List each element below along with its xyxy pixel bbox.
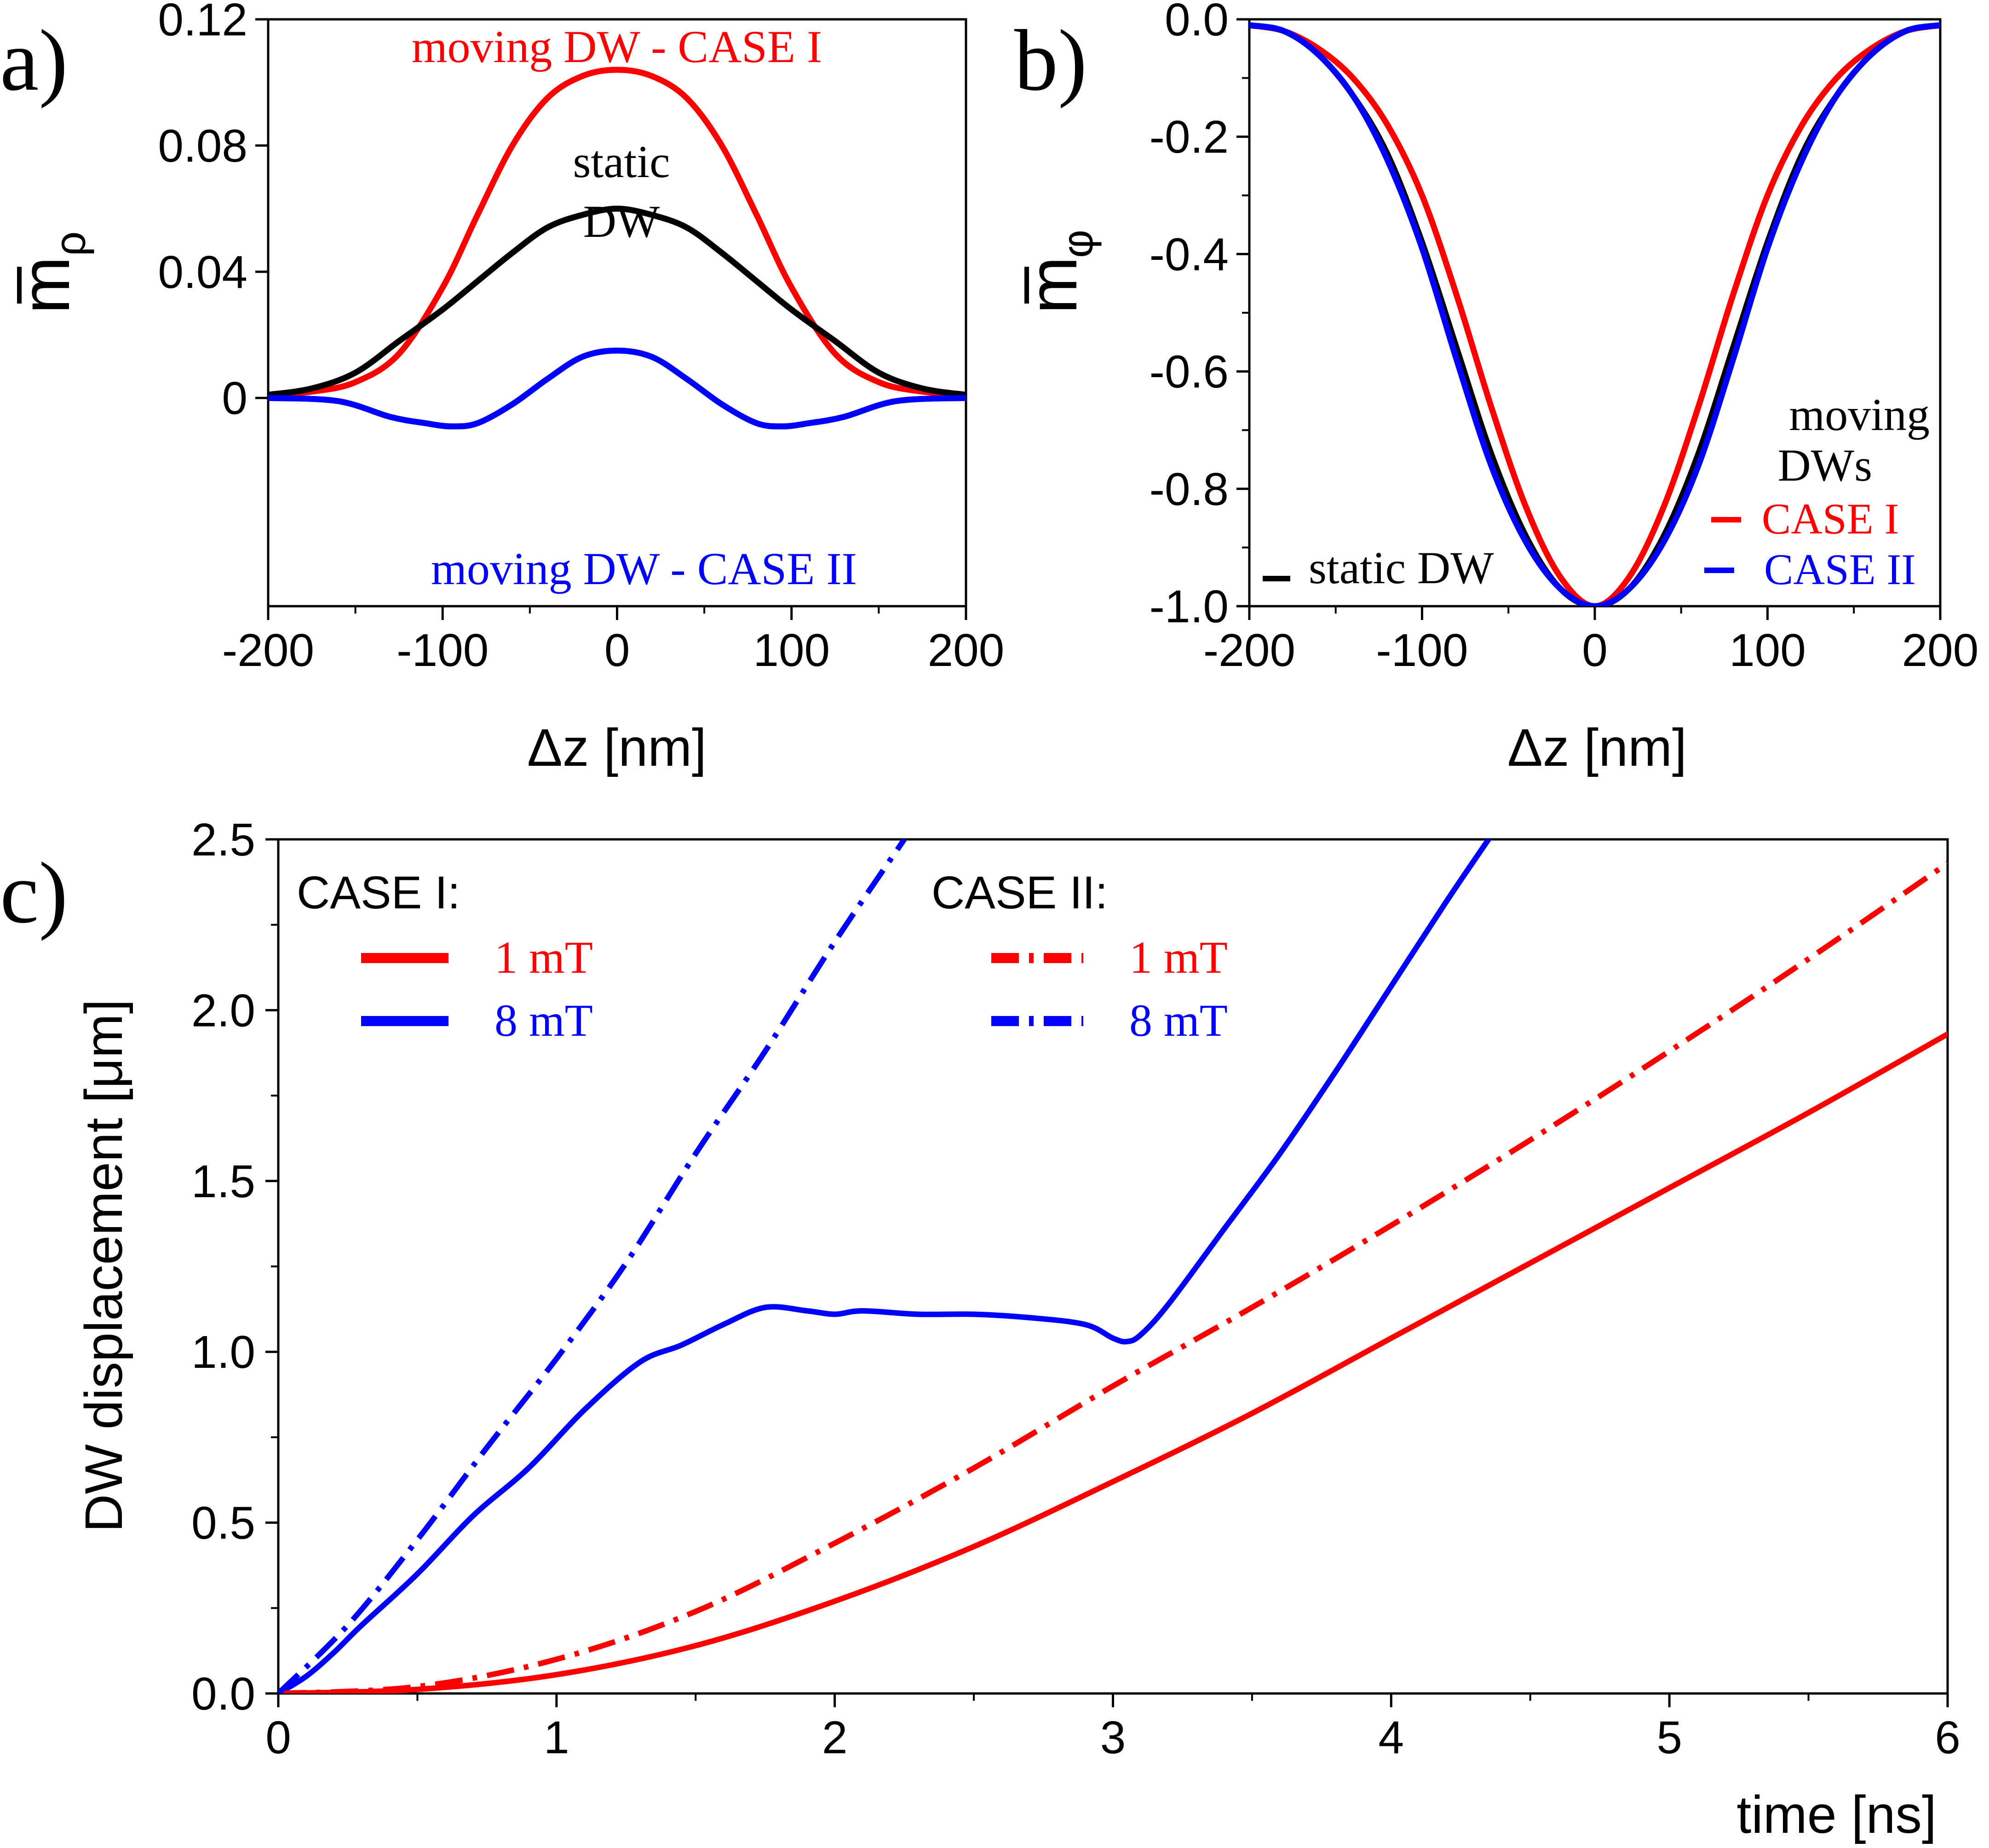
panel-c-xtick-label: 2 — [822, 1712, 848, 1763]
panel-a-annotation-static-2: DW — [583, 196, 660, 247]
panel-c-xlabel: time [ns] — [1736, 1785, 1937, 1844]
panel-c-xtick-label: 0 — [265, 1712, 291, 1763]
panel-c-xtick-label: 1 — [544, 1712, 569, 1763]
panel-b-legend-static: static DW — [1309, 542, 1494, 593]
panel-c-series-group — [278, 839, 1948, 1693]
panel-c-ytick-label: 1.0 — [191, 1326, 255, 1378]
panel-c-label: c) — [0, 845, 68, 941]
panel-a-series-moving-dw-case-ii — [268, 347, 966, 430]
panel-a-series-static-dw — [268, 206, 966, 398]
panel-c-xtick-label: 6 — [1935, 1712, 1960, 1763]
panel-a-xtick-label: 0 — [604, 625, 630, 676]
panel-c-ytick-label: 0.0 — [191, 1668, 255, 1720]
panel-b-ytick-label: -0.6 — [1150, 346, 1229, 398]
panel-a-xlabel: Δz [nm] — [527, 718, 707, 777]
panel-a-ylabel: mρ — [6, 231, 95, 314]
panel-a-series-group — [268, 67, 966, 430]
panel-b-xtick-label: 100 — [1729, 625, 1806, 676]
panel-c-series-case-i-1-mt — [278, 1031, 1948, 1693]
panel-c-ytick-label: 2.5 — [191, 814, 255, 866]
panel-b-xtick-label: 0 — [1582, 625, 1608, 676]
panel-b-legend-title-1: moving — [1789, 389, 1930, 440]
panel-c-ytick-label: 1.5 — [191, 1156, 255, 1207]
panel-a-xtick-label: 200 — [928, 625, 1005, 676]
panel-b-legend-title-2: DWs — [1777, 440, 1872, 491]
panel-a-ytick-label: 0 — [222, 373, 247, 424]
panel-b-ytick-label: -0.4 — [1150, 229, 1229, 280]
panel-b-series-case-ii — [1249, 22, 1940, 606]
panel-c-ylabel: DW displacement [μm] — [75, 999, 133, 1532]
panel-b-xtick-label: -100 — [1376, 625, 1468, 676]
panel-b-ytick-label: -0.2 — [1150, 111, 1229, 163]
panel-b-series-group — [1249, 22, 1940, 606]
panel-a-axes: -200 -100 0 100 200 0 0.04 0.08 0.12 — [158, 0, 1004, 676]
panel-a-xtick-label: -200 — [222, 625, 314, 676]
panel-a-ytick-label: 0.08 — [158, 120, 247, 172]
panel-a-annotation-case1: moving DW - CASE I — [412, 21, 822, 72]
panel-a-annotation-static-1: static — [573, 136, 670, 187]
panel-a-label: a) — [0, 12, 68, 109]
panel-b-ylabel-sub: φ — [1053, 230, 1102, 258]
panel-b-ytick-label: 0.0 — [1165, 0, 1229, 46]
panel-a-ytick-label: 0.12 — [158, 0, 247, 46]
panel-b-xtick-label: 200 — [1902, 625, 1979, 676]
panel-c-legend-case1-title: CASE I: — [297, 867, 460, 918]
panel-a-frame — [267, 18, 967, 608]
panel-c-ytick-label: 0.5 — [191, 1498, 255, 1549]
panel-b-legend-case1: CASE I — [1762, 494, 1899, 543]
panel-c-legend-case2-8mT: 8 mT — [1129, 995, 1228, 1046]
panel-c-legend-case2-title: CASE II: — [931, 867, 1108, 918]
panel-b-series-case-i — [1249, 22, 1940, 606]
panel-c-xtick-label: 3 — [1100, 1712, 1126, 1763]
panel-a-xtick-label: 100 — [753, 625, 830, 676]
panel-c-legend-case1-1mT: 1 mT — [494, 932, 593, 983]
panel-c-ylabel-text: DW displacement [μm] — [75, 999, 133, 1532]
panel-c-xtick-label: 4 — [1379, 1712, 1404, 1763]
panel-b-xtick-label: -200 — [1203, 625, 1295, 676]
panel-c-series-case-i-8-mt — [278, 839, 1491, 1693]
panel-b-ylabel: mφ — [1014, 230, 1102, 314]
panel-b-legend-case2: CASE II — [1764, 545, 1916, 594]
panel-c-axes: 0 1 2 3 4 5 6 0.0 0.5 1.0 1.5 2.0 2.5 — [191, 814, 1960, 1763]
panel-c-series-case-ii-1-mt — [278, 861, 1948, 1693]
panel-a-xtick-label: -100 — [397, 625, 489, 676]
panel-c-xtick-label: 5 — [1656, 1712, 1682, 1763]
panel-a-ylabel-sub: ρ — [46, 231, 95, 256]
panel-b-label: b) — [1014, 12, 1087, 109]
panel-b-xlabel: Δz [nm] — [1507, 718, 1687, 777]
panel-a-series-moving-dw-case-i — [268, 67, 966, 398]
panel-a-ytick-label: 0.04 — [158, 247, 247, 298]
panel-c-series-case-ii-8-mt — [278, 839, 907, 1693]
panel-b-ytick-label: -0.8 — [1150, 464, 1229, 515]
panel-c-legend-case1-8mT: 8 mT — [494, 995, 593, 1046]
panel-a-annotation-case2: moving DW - CASE II — [431, 543, 857, 594]
panel-c-legend-case2-1mT: 1 mT — [1129, 932, 1228, 983]
panel-b-ytick-label: -1.0 — [1150, 581, 1229, 632]
panel-c-ytick-label: 2.0 — [191, 985, 255, 1036]
